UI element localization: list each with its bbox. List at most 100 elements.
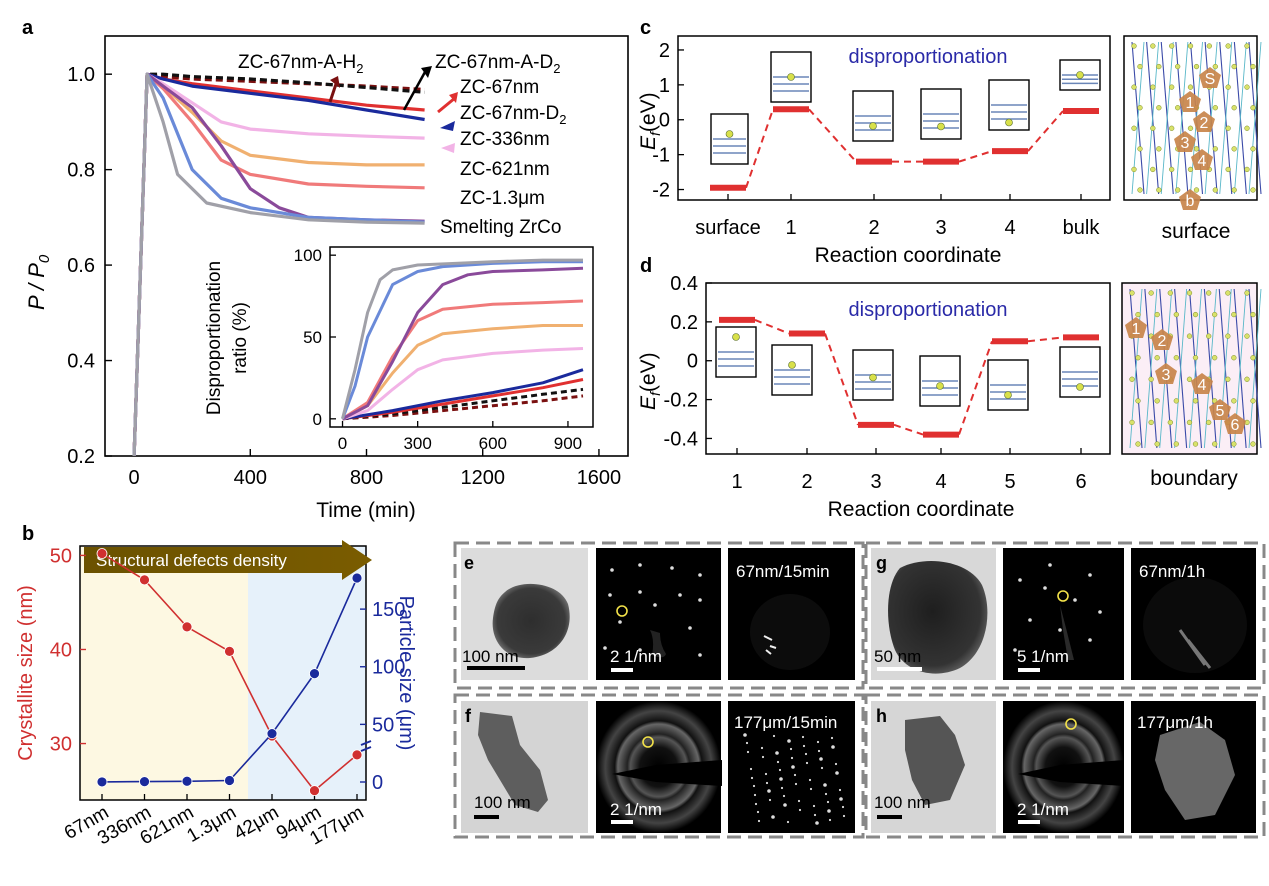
panel-a-series [132,72,425,457]
inset-xtick-label: 300 [403,434,431,453]
c-mini-atom [1005,118,1013,127]
defects-arrow [84,540,372,580]
diffraction-spot [1013,648,1017,652]
dark-field-speckle [841,805,845,809]
dark-field-speckle [752,784,756,788]
panel-d-ylabel: Ef(eV) [637,352,663,410]
lattice-atom [1167,419,1173,426]
arrow-67nm [437,96,456,114]
d-mini-atom [1076,383,1084,391]
f-label: 177μm/15min [734,713,837,732]
b-ylabel-left: Crystallite size (nm) [15,585,37,761]
lattice-site-label: 6 [1231,417,1240,434]
e-dark-grain [750,594,830,670]
panel-c-letter: c [640,17,651,39]
diffraction-spot [678,593,682,597]
lattice-site-marker [1179,189,1201,210]
b-bg-yellow [80,546,248,800]
lattice-site-marker [1155,363,1177,384]
diffraction-spot [1048,563,1052,567]
inset-series-line [341,260,583,420]
h-particle [905,716,965,805]
a-series-line [132,72,425,457]
dark-field-speckle [771,815,775,819]
lattice-atom [1131,84,1137,90]
lattice-atom [1244,376,1250,382]
dark-field-speckle [794,782,798,786]
lattice-atom [1173,311,1179,318]
c-connector [808,108,857,163]
panel-a-xlabel: Time (min) [316,499,416,522]
lattice-atom [1206,290,1212,296]
dark-field-speckle [764,772,768,776]
a-series-line [132,72,425,457]
lattice-atom [1175,187,1181,193]
lattice-atom [1250,105,1256,111]
panel-d-xlabel: Reaction coordinate [828,498,1015,521]
c-xtick-label: 3 [935,217,946,239]
lattice-atom [1187,84,1194,90]
dark-field-speckle [830,736,834,740]
dark-field-speckle [809,787,813,791]
lattice-site-label: 1 [1186,95,1195,112]
lattice-atom [1148,419,1154,426]
diffraction-spot [698,653,702,657]
dark-field-speckle [782,794,786,798]
dark-field-speckle [772,734,776,738]
dark-field-speckle [823,783,827,787]
diffraction-spot [1028,618,1032,622]
a-xtick-label: 400 [234,467,267,489]
lattice-atom [1156,187,1162,193]
inset-series [341,258,584,421]
a-ytick-label: 0.2 [67,446,95,468]
h-label: 177μm/1h [1137,713,1213,732]
dark-field-speckle [813,813,817,817]
panel-a-ylabel: P / P0 [24,254,53,310]
d-ytick-label: 0.2 [670,312,698,334]
panel-d-title: disproportionation [849,299,1008,321]
lattice-site-label: 3 [1181,135,1190,152]
g-scalebar-2 [1018,668,1040,672]
lattice-atom [1231,146,1237,152]
inset-series-line [341,258,583,420]
d-mini-atom [869,373,877,382]
d-xtick-label: 6 [1075,471,1086,493]
dark-field-speckle [801,735,805,739]
lattice-atom [1206,333,1212,339]
dark-field-speckle [760,746,764,750]
e-beamstop [650,630,666,658]
lattice-atom [1169,125,1175,131]
arrow-336nm [441,143,455,153]
dark-field-speckle [817,749,821,753]
lattice-atom [1244,84,1250,90]
lattice-atom [1225,166,1231,173]
g-spots [1013,563,1102,660]
frame-e [453,541,865,690]
lattice-site-marker [1224,413,1246,434]
lattice-atom [1169,84,1175,90]
h-scale-1: 100 nm [874,793,931,812]
diffraction-spot [1058,628,1062,632]
d-xtick-label: 2 [801,471,812,493]
diffraction-spot [1018,578,1022,582]
e-bright-spots [763,635,777,655]
dark-field-speckle [793,773,797,777]
lattice-atom [1244,290,1250,296]
label-67nm: ZC-67nm [460,77,539,98]
d-connector [1027,336,1064,343]
diffraction-spot [610,568,614,572]
g-letter: g [876,553,887,573]
d-ytick-label: -0.4 [664,428,698,450]
b-ytick-left-label: 40 [50,639,72,661]
lattice-atom [1193,63,1200,70]
lattice-atom [1250,355,1256,361]
lattice-atom [1156,146,1162,152]
dark-field-speckle [798,808,802,812]
b-point [181,621,193,633]
lattice-atom [1206,419,1212,426]
dark-field-speckle [826,800,830,804]
label-1-3um: ZC-1.3μm [460,188,545,209]
dark-field-speckle [839,797,843,801]
lattice-atom [1135,398,1141,404]
